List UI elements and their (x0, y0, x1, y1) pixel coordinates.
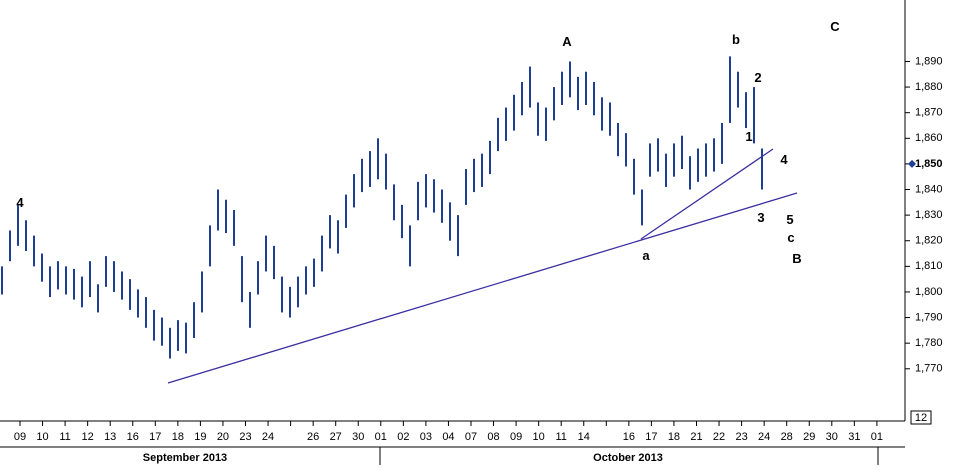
wave-label: 4 (780, 152, 788, 167)
wave-label: c (787, 230, 794, 245)
trendline (167, 192, 798, 384)
trendline (640, 148, 774, 240)
y-tick-label: 1,860 (915, 132, 943, 144)
x-tick-label: 16 (127, 431, 139, 443)
month-label: September 2013 (143, 452, 227, 464)
y-tick-label: 1,880 (915, 81, 943, 93)
y-tick-label: 1,870 (915, 107, 943, 119)
x-tick-label: 30 (352, 431, 364, 443)
x-tick-label: 27 (330, 431, 342, 443)
y-tick-label: 1,800 (915, 286, 943, 298)
y-tick-label: 1,830 (915, 209, 943, 221)
x-tick-label: 12 (82, 431, 94, 443)
x-tick-label: 29 (803, 431, 815, 443)
x-tick-label: 19 (194, 431, 206, 443)
wave-label: 3 (757, 210, 764, 225)
x-tick-label: 11 (59, 431, 70, 443)
corner-box (910, 410, 932, 425)
x-tick-label: 07 (465, 431, 477, 443)
wave-label: C (830, 19, 840, 34)
y-tick-label: 1,810 (915, 260, 943, 272)
x-tick-label: 28 (781, 431, 793, 443)
y-tick-label: 1,770 (915, 363, 943, 375)
y-tick-label: 1,790 (915, 311, 943, 323)
y-tick-label: 1,820 (915, 235, 943, 247)
x-tick-label: 01 (375, 431, 387, 443)
y-tick-label: 1,840 (915, 183, 943, 195)
y-tick-label: 1,780 (915, 337, 943, 349)
corner-label: 12 (915, 412, 927, 424)
x-tick-label: 10 (36, 431, 48, 443)
y-tick-label: 1,890 (915, 55, 943, 67)
x-tick-label: 03 (420, 431, 432, 443)
x-tick-label: 17 (645, 431, 657, 443)
wave-label: b (732, 32, 740, 47)
wave-label: a (642, 248, 650, 263)
wave-label: B (792, 251, 801, 266)
x-tick-label: 18 (668, 431, 680, 443)
month-label: October 2013 (593, 452, 663, 464)
wave-label: 2 (754, 70, 761, 85)
x-tick-label: 21 (690, 431, 702, 443)
x-tick-label: 18 (172, 431, 184, 443)
x-tick-label: 09 (14, 431, 26, 443)
wave-label: 5 (786, 212, 793, 227)
x-tick-label: 26 (307, 431, 319, 443)
x-tick-label: 31 (848, 431, 860, 443)
x-tick-label: 20 (217, 431, 229, 443)
x-tick-label: 23 (239, 431, 251, 443)
last-price-marker (908, 159, 916, 168)
wave-label: 4 (16, 195, 24, 210)
x-tick-label: 09 (510, 431, 522, 443)
x-tick-label: 17 (149, 431, 161, 443)
x-tick-label: 11 (555, 431, 566, 443)
wave-label: 1 (745, 129, 752, 144)
wave-labels: 4 A b C 2 1 4 3 5 c B a (16, 19, 840, 266)
x-tick-label: 14 (578, 431, 590, 443)
x-tick-label: 22 (713, 431, 725, 443)
x-tick-label: 10 (533, 431, 545, 443)
y-tick-label: 1,850 (915, 158, 943, 170)
x-tick-label: 24 (262, 431, 274, 443)
x-tick-label: 24 (758, 431, 770, 443)
x-tick-label: 16 (623, 431, 635, 443)
x-tick-label: 01 (871, 431, 883, 443)
x-tick-label: 08 (487, 431, 499, 443)
wave-label: A (562, 34, 572, 49)
x-tick-label: 04 (442, 431, 454, 443)
x-tick-label: 13 (104, 431, 116, 443)
x-tick-label: 02 (397, 431, 409, 443)
x-tick-label: 30 (826, 431, 838, 443)
x-tick-label: 23 (735, 431, 747, 443)
